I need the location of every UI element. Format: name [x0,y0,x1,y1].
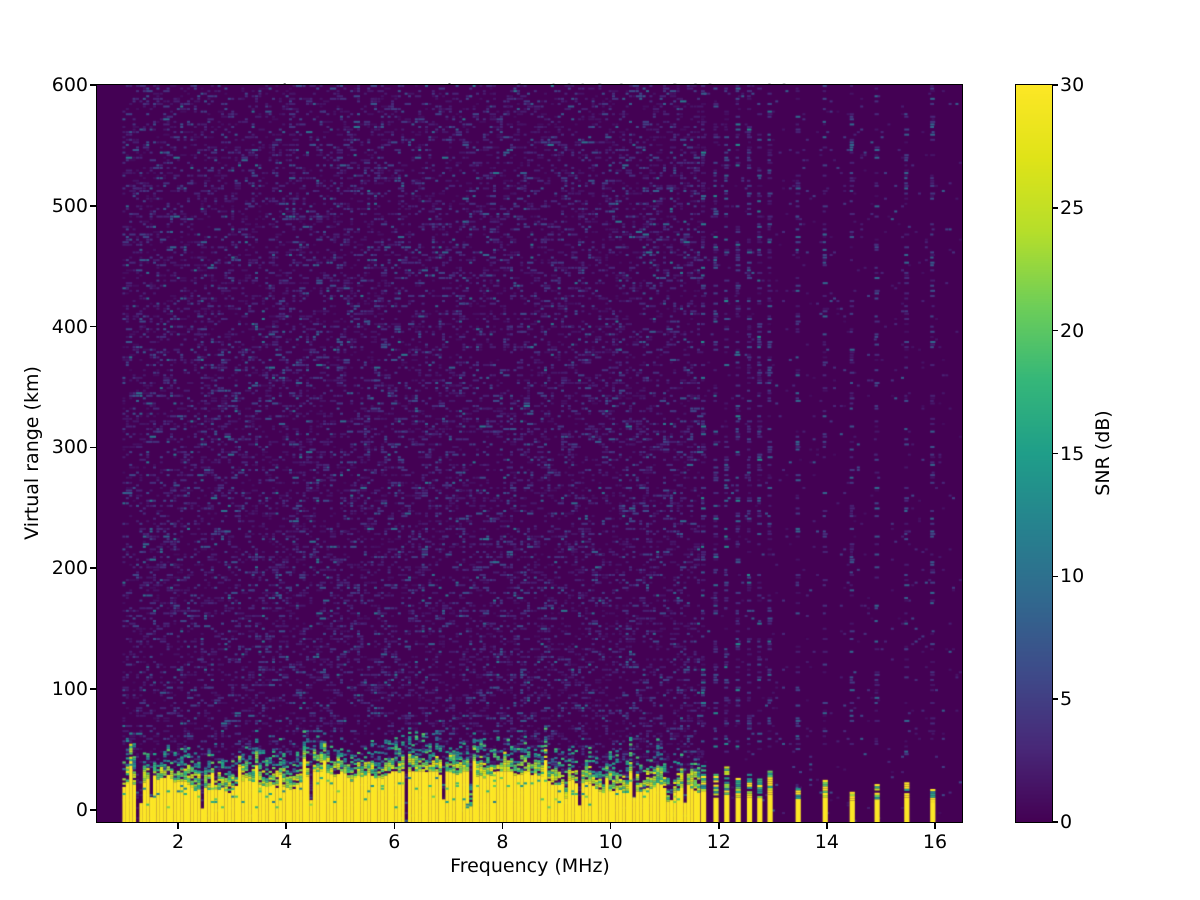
y-tick-mark [90,84,96,86]
y-tick-mark [90,205,96,207]
x-axis-label: Frequency (MHz) [450,855,610,877]
colorbar-tick-label: 20 [1060,320,1084,342]
x-tick-mark [285,823,287,829]
colorbar-tick-mark [1053,84,1058,86]
x-tick-mark [934,823,936,829]
y-tick-mark [90,688,96,690]
x-tick-label: 8 [496,831,508,853]
ionogram-figure: IRF Kiruna Ionosonde KI167 2026-04-16 08… [0,0,1200,900]
y-tick-mark [90,809,96,811]
x-tick-mark [177,823,179,829]
y-tick-label: 200 [0,557,88,579]
x-tick-mark [610,823,612,829]
x-tick-label: 16 [923,831,947,853]
colorbar-tick-mark [1053,330,1058,332]
x-tick-label: 12 [707,831,731,853]
y-tick-label: 600 [0,74,88,96]
y-tick-label: 0 [0,799,88,821]
colorbar-tick-label: 10 [1060,565,1084,587]
colorbar-tick-mark [1053,821,1058,823]
colorbar-tick-label: 30 [1060,74,1084,96]
x-tick-label: 4 [280,831,292,853]
colorbar-tick-label: 0 [1060,811,1072,833]
x-tick-mark [826,823,828,829]
y-tick-label: 400 [0,316,88,338]
y-tick-label: 300 [0,436,88,458]
ionogram-heatmap-canvas [97,85,962,822]
y-tick-label: 500 [0,195,88,217]
colorbar-gradient-canvas [1016,85,1052,822]
y-tick-mark [90,447,96,449]
y-tick-mark [90,326,96,328]
x-tick-label: 6 [388,831,400,853]
colorbar-tick-label: 25 [1060,197,1084,219]
y-tick-label: 100 [0,678,88,700]
colorbar-tick-mark [1053,207,1058,209]
x-tick-mark [718,823,720,829]
x-tick-label: 10 [599,831,623,853]
y-tick-mark [90,567,96,569]
x-tick-mark [502,823,504,829]
x-tick-label: 2 [172,831,184,853]
colorbar-tick-label: 15 [1060,443,1084,465]
x-tick-label: 14 [815,831,839,853]
colorbar-tick-label: 5 [1060,688,1072,710]
colorbar [1015,84,1053,823]
colorbar-label: SNR (dB) [1092,410,1114,495]
colorbar-tick-mark [1053,698,1058,700]
colorbar-tick-mark [1053,453,1058,455]
colorbar-tick-mark [1053,576,1058,578]
x-tick-mark [394,823,396,829]
plot-area [96,84,963,823]
